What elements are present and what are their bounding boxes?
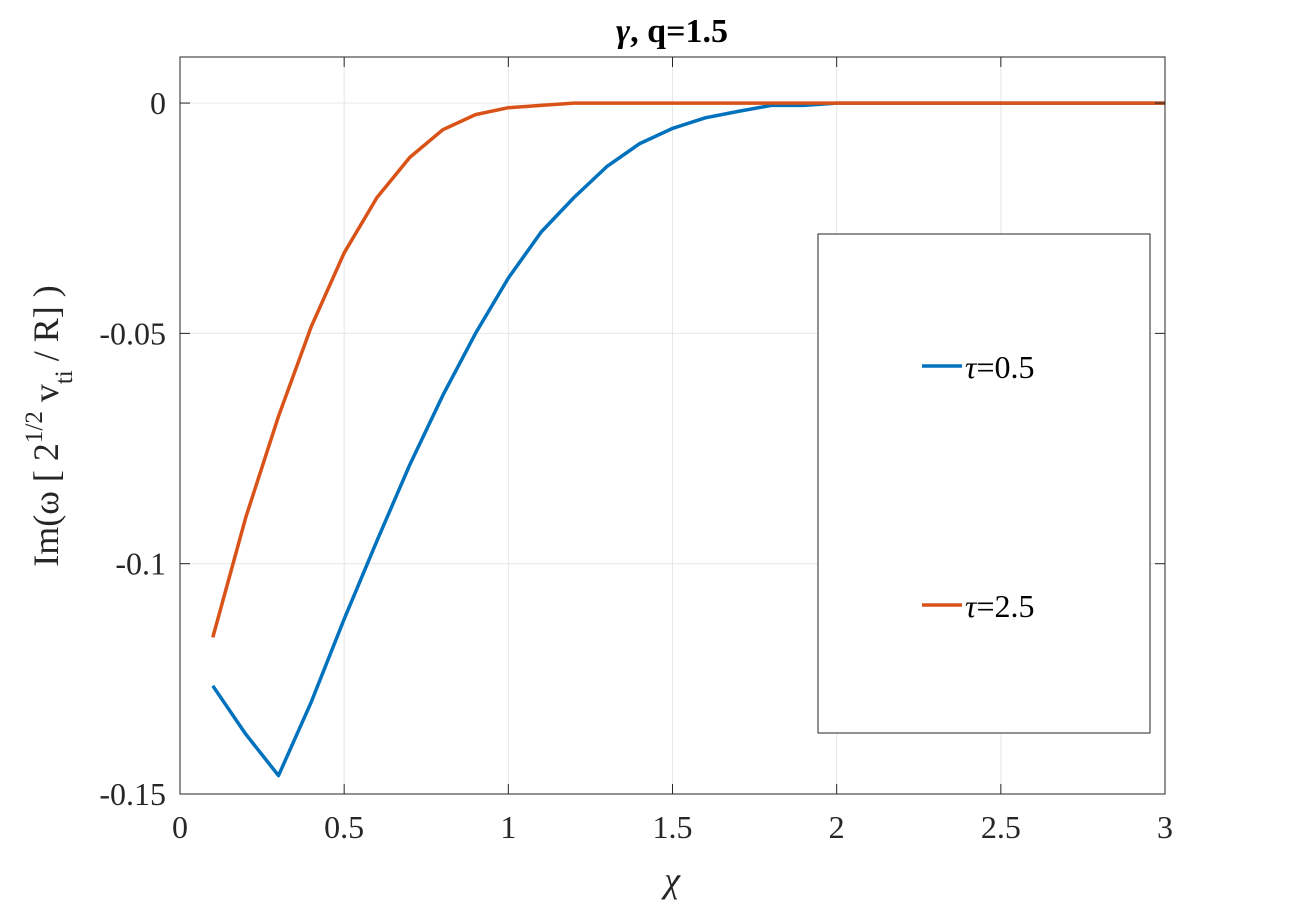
title-text: , q=1.5 [630, 13, 728, 50]
title-symbol: γ [616, 13, 631, 50]
legend-entry-1: τ=0.5 [922, 349, 1035, 385]
y-tick-label: -0.05 [99, 315, 166, 351]
y-tick-label: -0.15 [99, 776, 166, 812]
y-tick-label: -0.1 [115, 546, 166, 582]
x-tick-label: 2.5 [981, 809, 1021, 845]
x-tick-label: 1 [500, 809, 516, 845]
x-tick-label: 0 [172, 809, 188, 845]
y-label-post: / R] ) [26, 285, 66, 370]
legend-entry-2: τ=2.5 [922, 588, 1035, 624]
x-tick-label: 1.5 [653, 809, 693, 845]
y-axis-label: Im(ω [ 21/2 vti / R] ) [21, 285, 78, 567]
y-tick-label: 0 [150, 85, 166, 121]
y-label-sup: 1/2 [21, 411, 48, 443]
legend-label-tau-2.5: τ=2.5 [965, 588, 1035, 624]
x-tick-label: 0.5 [324, 809, 364, 845]
x-tick-label: 3 [1157, 809, 1173, 845]
legend: τ=0.5 τ=2.5 [817, 233, 1151, 734]
series-line-tau-2.5 [211, 101, 1165, 638]
legend-label-tau-0.5: τ=0.5 [965, 349, 1035, 385]
y-label-pre: Im(ω [ 2 [26, 443, 66, 567]
series-layer [211, 101, 1165, 778]
tick-labels: 0 0.5 1 1.5 2 2.5 3 -0.15 -0.1 -0.05 0 [99, 85, 1173, 845]
chart-title: γ, q=1.5 [616, 13, 728, 50]
y-label-sub: ti [51, 370, 78, 384]
legend-box [817, 233, 1151, 734]
y-label-mid: v [26, 384, 66, 411]
x-tick-label: 2 [829, 809, 845, 845]
x-axis-label: χ [661, 860, 681, 900]
ticks [179, 57, 1166, 795]
